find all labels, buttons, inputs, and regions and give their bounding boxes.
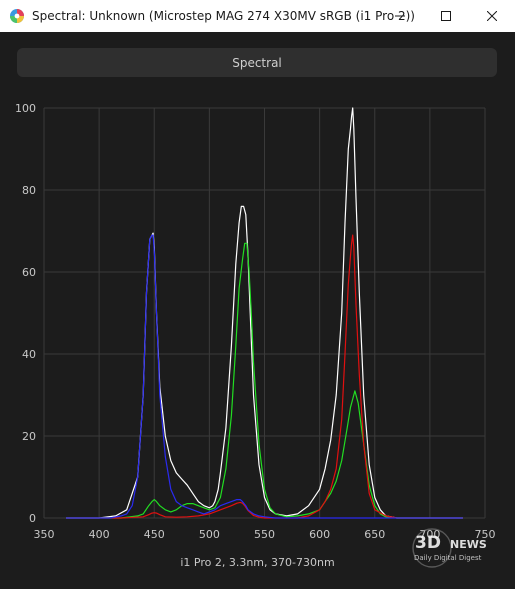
x-tick-label: 350	[34, 528, 55, 541]
x-tick-label: 500	[199, 528, 220, 541]
x-tick-label: 700	[419, 528, 440, 541]
spectral-button[interactable]: Spectral	[17, 48, 497, 77]
x-tick-label: 750	[475, 528, 496, 541]
series-line	[66, 242, 463, 519]
close-icon	[487, 11, 497, 21]
x-tick-label: 550	[254, 528, 275, 541]
x-tick-label: 600	[309, 528, 330, 541]
window-title: Spectral: Unknown (Microstep MAG 274 X30…	[32, 9, 415, 23]
content-area: Spectral 0 20 40 60 80 100 350 400 450 500 550 600 6…	[0, 32, 515, 589]
y-tick-label: 0	[29, 512, 36, 525]
svg-text:3D: 3D	[415, 533, 441, 553]
minimize-icon	[395, 15, 405, 17]
y-tick-label: 20	[22, 430, 36, 443]
maximize-icon	[441, 11, 451, 21]
spectral-chart: 0 20 40 60 80 100 350 400 450 500 550 600 650 700 750	[15, 102, 496, 541]
chart-caption: i1 Pro 2, 3.3nm, 370-730nm	[180, 556, 335, 569]
svg-text:NEWS: NEWS	[450, 538, 487, 551]
app-icon	[9, 8, 25, 24]
title-bar: Spectral: Unknown (Microstep MAG 274 X30…	[0, 0, 515, 33]
y-tick-label: 80	[22, 184, 36, 197]
x-tick-label: 650	[364, 528, 385, 541]
x-tick-label: 450	[144, 528, 165, 541]
svg-text:Daily Digital Digest: Daily Digital Digest	[414, 554, 482, 562]
maximize-button[interactable]	[423, 0, 469, 32]
y-tick-label: 40	[22, 348, 36, 361]
3dnews-logo: 3D NEWS Daily Digital Digest	[412, 528, 487, 568]
close-button[interactable]	[469, 0, 515, 32]
x-tick-label: 400	[89, 528, 110, 541]
y-tick-label: 60	[22, 266, 36, 279]
series-line	[66, 234, 463, 519]
minimize-button[interactable]	[377, 0, 423, 32]
y-tick-label: 100	[15, 102, 36, 115]
